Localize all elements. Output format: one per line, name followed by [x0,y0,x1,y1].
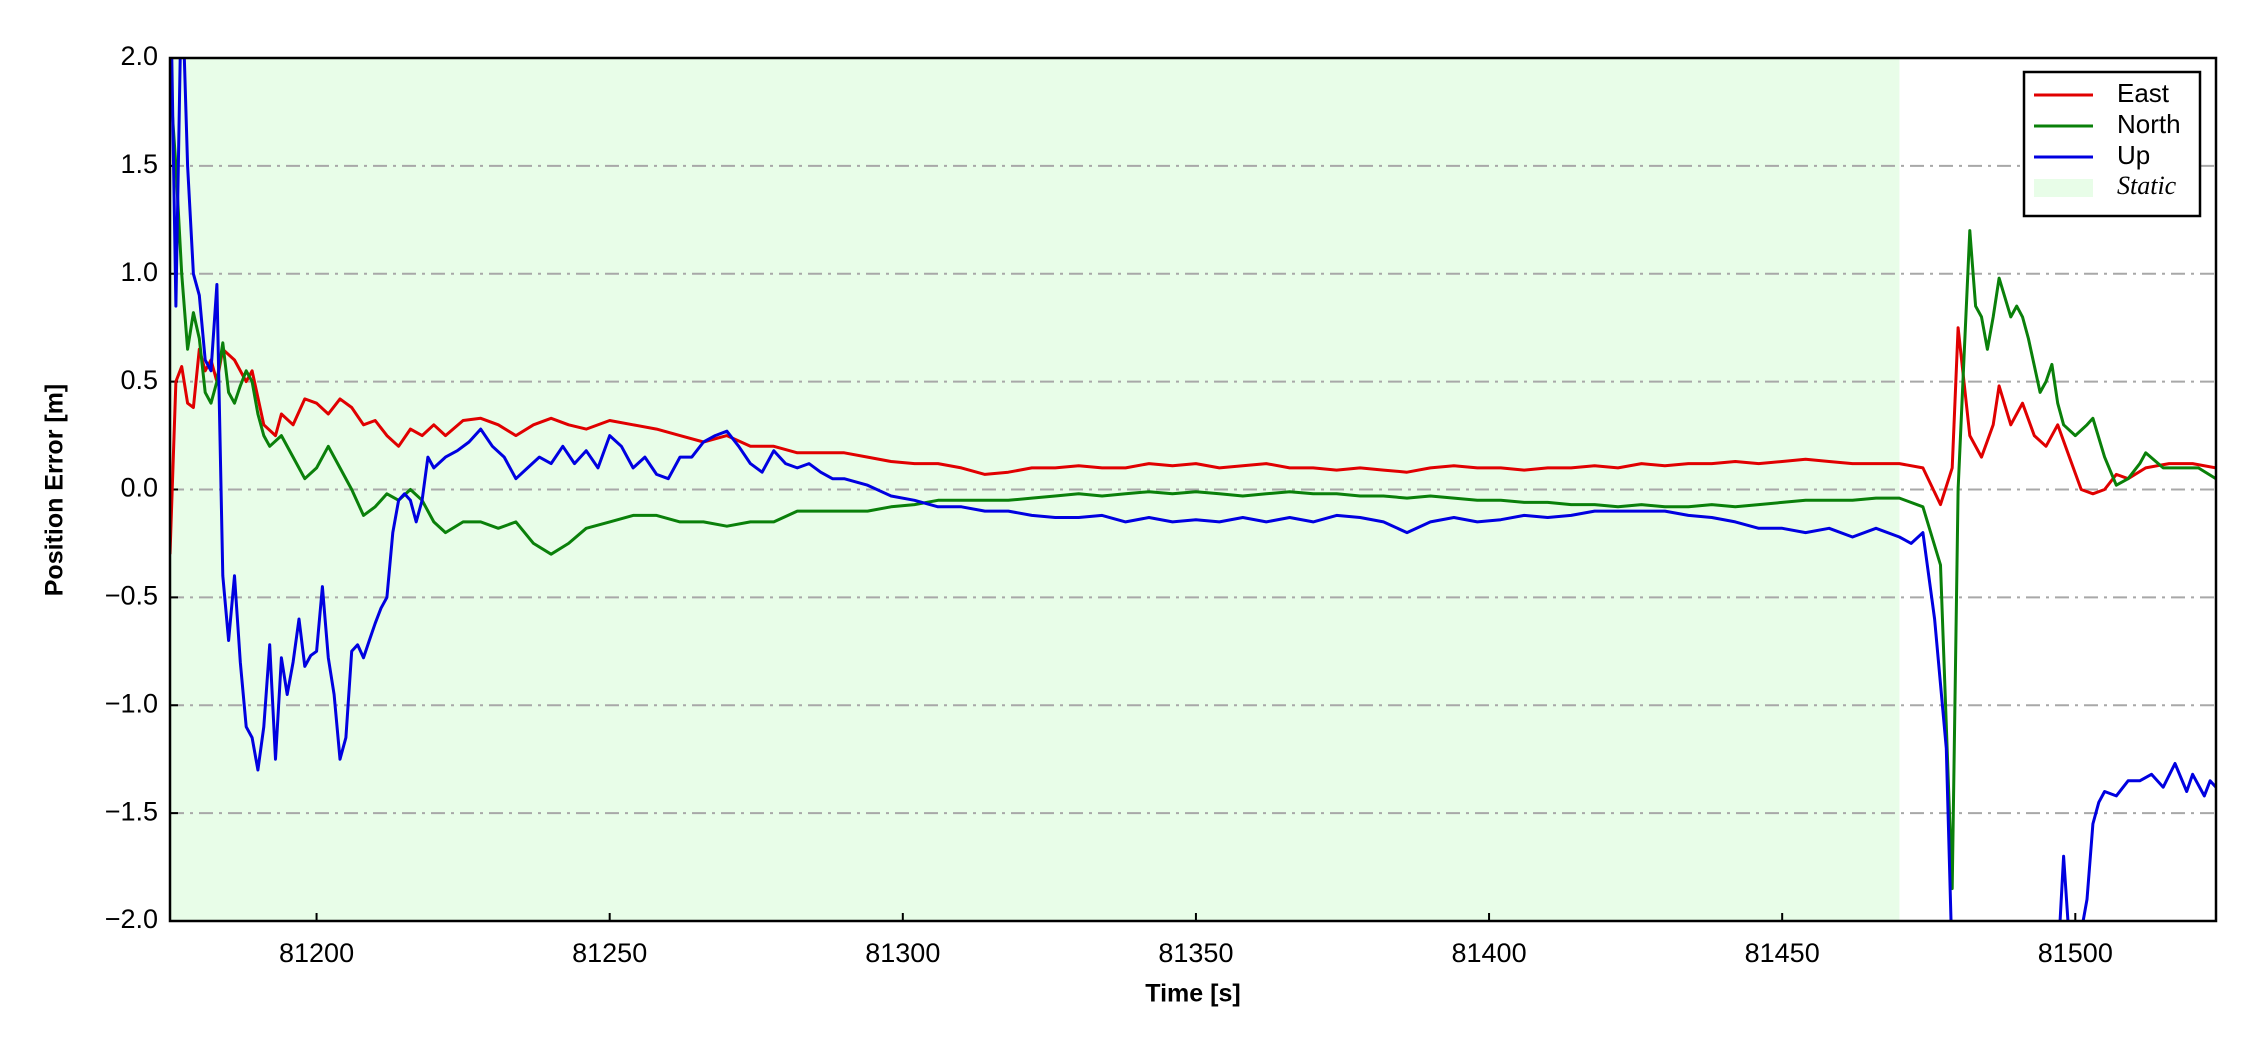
x-tick-label: 81450 [1745,938,1820,968]
y-tick-label: −1.5 [105,796,158,826]
series-line [170,58,2216,921]
y-tick-label: −0.5 [105,581,158,611]
legend-label: East [2117,78,2170,108]
legend-swatch [2034,179,2093,197]
y-tick-label: 1.0 [120,257,158,287]
x-tick-label: 81350 [1158,938,1233,968]
y-tick-label: −2.0 [105,904,158,934]
x-axis-label: Time [s] [1145,980,1240,1008]
plot-lines [170,58,2216,921]
x-tick-label: 81200 [279,938,354,968]
y-tick-label: 2.0 [120,41,158,71]
x-tick-label: 81300 [865,938,940,968]
y-tick-label: 0.0 [120,473,158,503]
y-axis-label: Position Error [m] [41,384,69,597]
series-line [170,326,2216,555]
legend-label: North [2117,109,2181,139]
x-tick-label: 81250 [572,938,647,968]
y-tick-label: −1.0 [105,688,158,718]
legend-label: Up [2117,140,2150,170]
y-tick-label: 0.5 [120,365,158,395]
x-tick-label: 81400 [1452,938,1527,968]
legend-label: Static [2117,171,2177,200]
plot-frame [168,56,2218,923]
x-tick-label: 81500 [2038,938,2113,968]
y-tick-label: 1.5 [120,149,158,179]
series-line [170,79,2216,891]
